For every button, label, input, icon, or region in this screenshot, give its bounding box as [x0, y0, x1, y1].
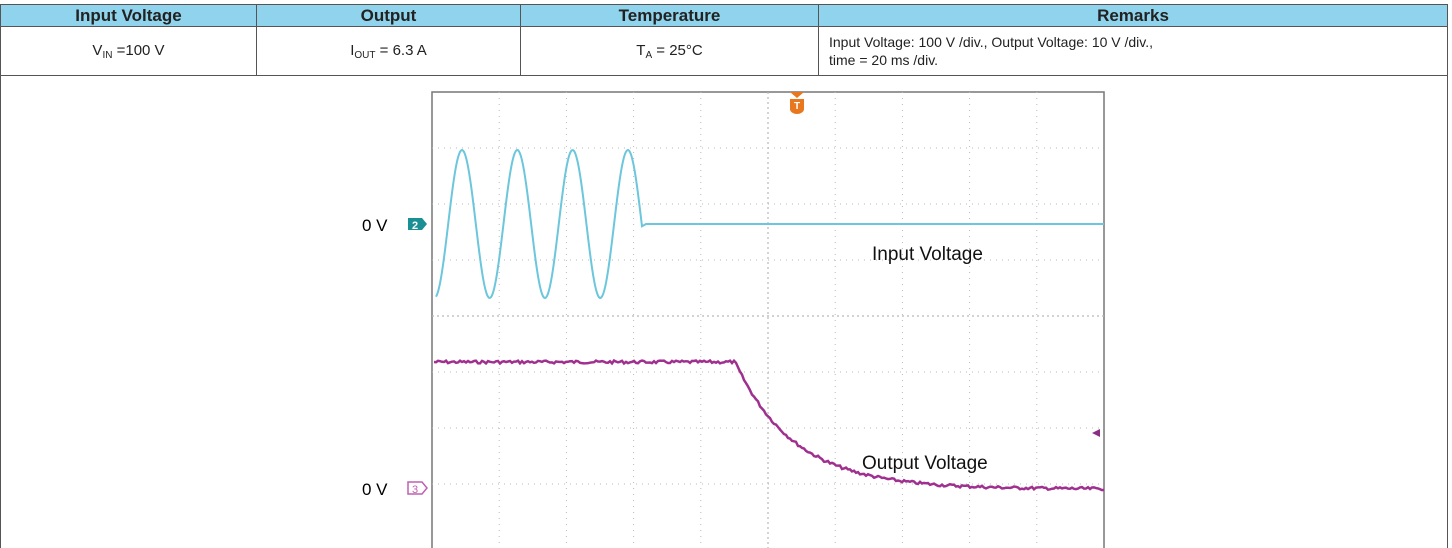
value: = 25°C	[652, 41, 703, 59]
symbol: V	[92, 41, 103, 59]
level-label: 0 V	[362, 216, 388, 235]
header-cell: Output	[256, 4, 521, 27]
trace-label: Output Voltage	[862, 453, 988, 474]
subscript: OUT	[354, 49, 376, 61]
cell: Input Voltage: 100 V /div., Output Volta…	[818, 26, 1448, 76]
header-cell: Temperature	[520, 4, 819, 27]
channel-number: 2	[412, 220, 418, 232]
channel-number: 3	[412, 484, 418, 496]
screen	[431, 91, 1105, 548]
subscript: A	[645, 49, 653, 61]
cell: TA = 25°C	[520, 26, 819, 76]
remark-line: Input Voltage: 100 V /div., Output Volta…	[829, 34, 1154, 50]
symbol: I	[350, 41, 355, 59]
output-trace	[433, 358, 1105, 492]
grid	[432, 92, 1104, 548]
cell: IOUT = 6.3 A	[256, 26, 521, 76]
symbol: T	[636, 41, 646, 59]
header-cell: Input Voltage	[0, 4, 257, 27]
value: = 6.3 A	[375, 41, 427, 59]
value: =100 V	[112, 41, 165, 59]
trigger-letter: T	[794, 101, 800, 112]
level-label: 0 V	[362, 480, 388, 499]
channel-marker	[408, 218, 427, 230]
trace-label: Input Voltage	[872, 244, 983, 265]
data-row: VIN =100 V IOUT = 6.3 A TA = 25°C Input …	[0, 26, 1448, 76]
header-row: Input Voltage Output Temperature Remarks	[0, 4, 1448, 27]
cell: VIN =100 V	[0, 26, 257, 76]
trigger-marker	[790, 92, 804, 114]
remark-line: time = 20 ms /div.	[829, 52, 939, 68]
input-trace	[435, 148, 1104, 300]
subscript: IN	[102, 49, 113, 61]
level-marker	[1092, 429, 1100, 437]
channel-marker	[407, 481, 428, 495]
